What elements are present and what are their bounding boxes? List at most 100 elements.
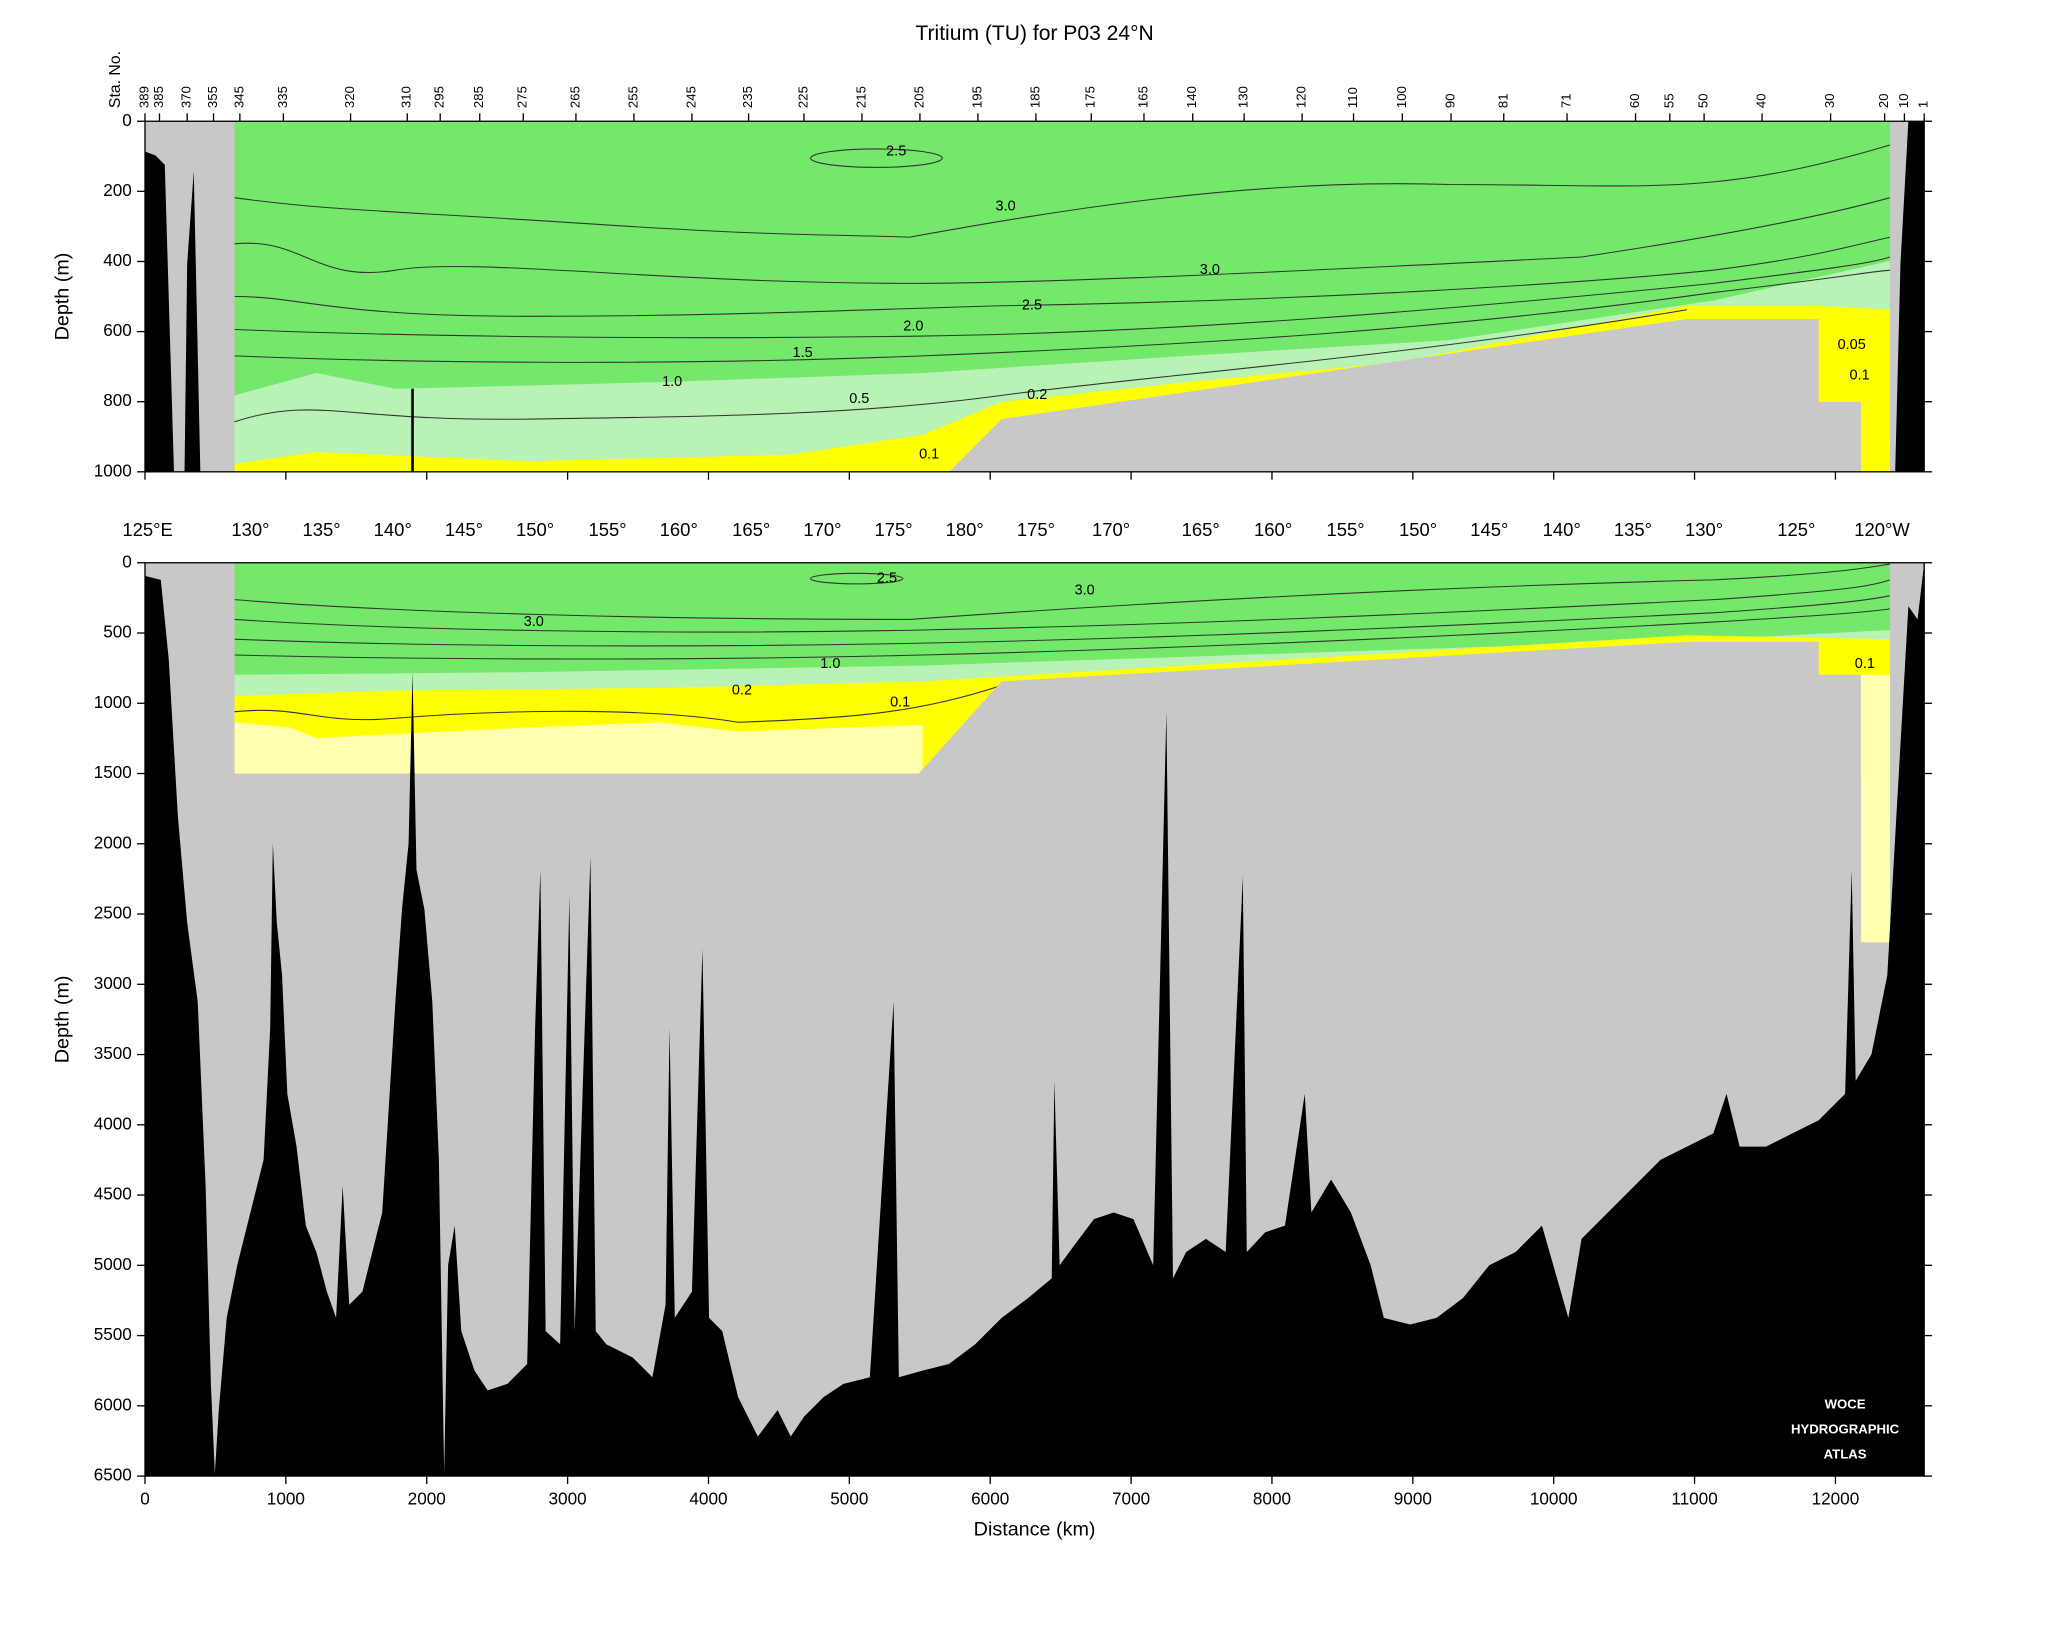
contour-label: 0.2 bbox=[1027, 387, 1047, 403]
longitude-label: 165° bbox=[1182, 519, 1220, 540]
x-tick-label: 6000 bbox=[971, 1488, 1009, 1508]
contour-label: 1.0 bbox=[820, 656, 840, 672]
bottom-panel bbox=[144, 562, 1925, 1477]
station-label: 60 bbox=[1627, 93, 1642, 108]
station-label: 20 bbox=[1876, 93, 1891, 108]
contour-label: 2.5 bbox=[877, 570, 897, 586]
x-tick-label: 3000 bbox=[549, 1488, 587, 1508]
bathymetry bbox=[144, 562, 1925, 1477]
contour-label: 0.1 bbox=[1850, 367, 1870, 383]
y-tick-label: 6500 bbox=[94, 1465, 132, 1485]
longitude-label: 145° bbox=[445, 519, 483, 540]
y-tick-label: 2000 bbox=[94, 832, 132, 852]
y-axis-label: Depth (m) bbox=[51, 976, 73, 1064]
station-label: 389 bbox=[136, 86, 151, 108]
station-label: 370 bbox=[179, 86, 194, 108]
x-tick-label: 1000 bbox=[267, 1488, 305, 1508]
station-label: 165 bbox=[1135, 86, 1150, 108]
contour-label: 3.0 bbox=[1200, 262, 1220, 278]
x-tick-label: 11000 bbox=[1671, 1488, 1717, 1508]
contour bbox=[234, 269, 1890, 363]
station-label: 55 bbox=[1661, 93, 1676, 108]
contour bbox=[810, 148, 943, 168]
contour-label: 0.1 bbox=[890, 694, 910, 710]
contour bbox=[234, 563, 1890, 620]
station-label: 81 bbox=[1495, 93, 1510, 108]
longitude-label: 160° bbox=[1254, 519, 1292, 540]
longitude-label: 155° bbox=[1327, 519, 1365, 540]
bathymetry bbox=[144, 151, 174, 472]
longitude-label: 175° bbox=[1017, 519, 1055, 540]
station-label: 320 bbox=[342, 86, 357, 108]
y-axis-label: Depth (m) bbox=[51, 253, 73, 341]
bathymetry bbox=[1895, 121, 1925, 472]
watermark: ATLAS bbox=[1824, 1446, 1867, 1461]
contour-label: 2.5 bbox=[886, 143, 906, 159]
contour-label: 2.0 bbox=[903, 319, 923, 335]
contour-label: 3.0 bbox=[996, 199, 1016, 215]
station-label: 215 bbox=[853, 86, 868, 108]
contour bbox=[234, 256, 1891, 339]
station-label: 110 bbox=[1345, 87, 1360, 108]
station-label: 175 bbox=[1083, 86, 1098, 108]
longitude-label: 130° bbox=[231, 519, 269, 540]
region-lowest bbox=[234, 722, 923, 774]
contour-label: 1.5 bbox=[793, 345, 813, 361]
y-tick-label: 0 bbox=[122, 110, 132, 130]
contour bbox=[810, 572, 904, 585]
station-label: 355 bbox=[205, 86, 220, 108]
station-label: 130 bbox=[1236, 86, 1251, 108]
y-tick-label: 4500 bbox=[94, 1184, 132, 1204]
longitude-label: 160° bbox=[660, 519, 698, 540]
y-tick-label: 500 bbox=[103, 622, 132, 642]
top-panel bbox=[144, 120, 1925, 473]
longitude-label: 140° bbox=[1543, 519, 1581, 540]
station-label: 285 bbox=[471, 86, 486, 108]
contour bbox=[234, 144, 1891, 238]
x-tick-label: 0 bbox=[140, 1488, 150, 1508]
contour-label: 0.5 bbox=[849, 391, 869, 407]
station-label: 30 bbox=[1822, 93, 1837, 108]
station-label: 185 bbox=[1027, 86, 1042, 108]
x-tick-label: 7000 bbox=[1112, 1488, 1150, 1508]
y-tick-label: 1000 bbox=[94, 460, 132, 480]
contour-label: 0.1 bbox=[919, 447, 939, 463]
y-tick-label: 4000 bbox=[94, 1113, 132, 1133]
contour-label: 0.05 bbox=[1838, 337, 1866, 353]
chart-title: Tritium (TU) for P03 24°N bbox=[915, 22, 1153, 45]
y-tick-label: 1500 bbox=[94, 762, 132, 782]
y-tick-label: 800 bbox=[103, 390, 132, 410]
y-tick-label: 1000 bbox=[94, 692, 132, 712]
station-label: 255 bbox=[625, 86, 640, 108]
station-title: Sta. No. bbox=[107, 51, 124, 108]
contour-label: 0.1 bbox=[1855, 656, 1875, 672]
longitude-label: 170° bbox=[803, 519, 841, 540]
station-label: 225 bbox=[795, 86, 810, 108]
contour bbox=[234, 236, 1891, 317]
contour-label: 0.2 bbox=[732, 682, 752, 698]
station-label: 385 bbox=[151, 86, 166, 108]
station-label: 235 bbox=[740, 86, 755, 108]
contour bbox=[234, 684, 1002, 723]
station-label: 195 bbox=[969, 86, 984, 108]
station-label: 71 bbox=[1559, 93, 1574, 108]
y-tick-label: 200 bbox=[103, 180, 132, 200]
longitude-label: 130° bbox=[1685, 519, 1723, 540]
contour bbox=[234, 197, 1891, 284]
x-tick-label: 5000 bbox=[830, 1488, 868, 1508]
x-tick-label: 2000 bbox=[408, 1488, 446, 1508]
y-tick-label: 2500 bbox=[94, 903, 132, 923]
contour-label: 3.0 bbox=[524, 614, 544, 630]
longitude-label: 150° bbox=[516, 519, 554, 540]
contour-label: 3.0 bbox=[1075, 582, 1095, 598]
longitude-label: 170° bbox=[1092, 519, 1130, 540]
station-label: 245 bbox=[683, 86, 698, 108]
station-label: 275 bbox=[515, 86, 530, 108]
longitude-label: 120°W bbox=[1854, 519, 1910, 540]
station-label: 345 bbox=[231, 86, 246, 108]
longitude-label: 150° bbox=[1399, 519, 1437, 540]
station-label: 100 bbox=[1394, 86, 1409, 108]
y-tick-label: 3000 bbox=[94, 973, 132, 993]
